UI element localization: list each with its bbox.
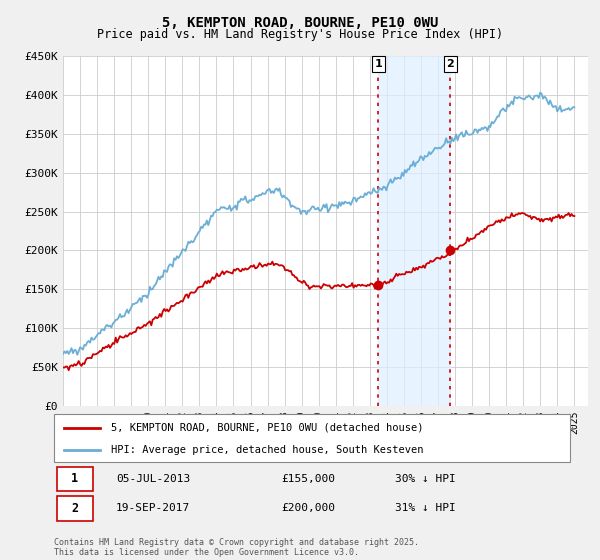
Text: 19-SEP-2017: 19-SEP-2017 xyxy=(116,503,190,514)
Text: Contains HM Land Registry data © Crown copyright and database right 2025.
This d: Contains HM Land Registry data © Crown c… xyxy=(54,538,419,557)
Text: HPI: Average price, detached house, South Kesteven: HPI: Average price, detached house, Sout… xyxy=(111,445,423,455)
Text: 05-JUL-2013: 05-JUL-2013 xyxy=(116,474,190,484)
Text: 30% ↓ HPI: 30% ↓ HPI xyxy=(395,474,455,484)
Text: 1: 1 xyxy=(71,473,78,486)
Text: 1: 1 xyxy=(374,59,382,69)
Text: 5, KEMPTON ROAD, BOURNE, PE10 0WU (detached house): 5, KEMPTON ROAD, BOURNE, PE10 0WU (detac… xyxy=(111,423,423,433)
Text: 31% ↓ HPI: 31% ↓ HPI xyxy=(395,503,455,514)
Text: 5, KEMPTON ROAD, BOURNE, PE10 0WU: 5, KEMPTON ROAD, BOURNE, PE10 0WU xyxy=(162,16,438,30)
FancyBboxPatch shape xyxy=(54,414,570,462)
Text: £155,000: £155,000 xyxy=(281,474,335,484)
Text: £200,000: £200,000 xyxy=(281,503,335,514)
Text: 2: 2 xyxy=(71,502,78,515)
Text: Price paid vs. HM Land Registry's House Price Index (HPI): Price paid vs. HM Land Registry's House … xyxy=(97,28,503,41)
FancyBboxPatch shape xyxy=(56,496,93,521)
FancyBboxPatch shape xyxy=(56,466,93,491)
Bar xyxy=(379,56,450,406)
Text: 2: 2 xyxy=(446,59,454,69)
